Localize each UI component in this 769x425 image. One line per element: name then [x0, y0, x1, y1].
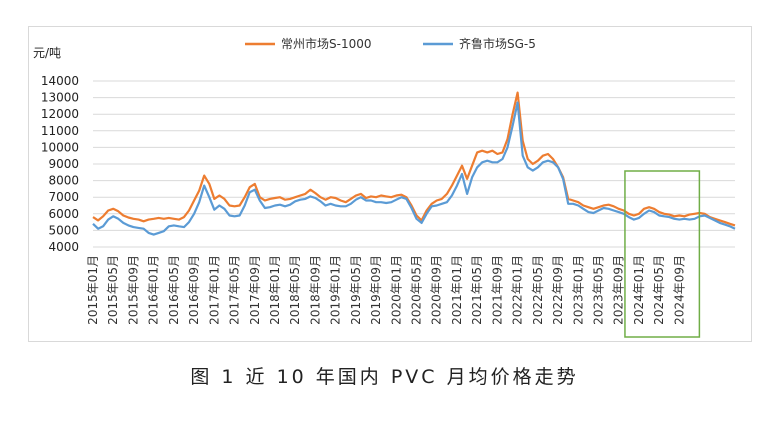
x-tick-label: 2018年05月 — [288, 255, 302, 325]
x-tick-label: 2016年01月 — [147, 255, 161, 325]
x-tick-label: 2015年09月 — [126, 255, 140, 325]
y-axis-ticks: 4000 5000 6000 7000 8000 9000 10000 11000 12000 1… — [41, 74, 79, 254]
x-tick-label: 2019年01月 — [329, 255, 343, 325]
y-tick-label: 10000 — [41, 140, 79, 154]
x-tick-label: 2021年05月 — [470, 255, 484, 325]
gridlines — [93, 80, 735, 248]
y-tick-label: 4000 — [48, 240, 79, 254]
x-tick-label: 2020年05月 — [410, 255, 424, 325]
x-tick-label: 2022年09月 — [551, 255, 565, 325]
x-tick-label: 2022年01月 — [511, 255, 525, 325]
legend-label: 常州市场S-1000 — [281, 36, 372, 51]
x-tick-label: 2019年09月 — [369, 255, 383, 325]
y-tick-label: 7000 — [48, 190, 79, 204]
chart-frame: 4000 5000 6000 7000 8000 9000 10000 11000 12000 1… — [28, 26, 752, 342]
x-axis-ticks: 2015年01月 2015年05月 2015年09月 2016年01月 2016年05月… — [86, 255, 686, 325]
x-tick-label: 2017年01月 — [207, 255, 221, 325]
y-tick-label: 12000 — [41, 107, 79, 121]
series-line-1 — [92, 91, 736, 227]
x-tick-label: 2016年09月 — [187, 255, 201, 325]
y-axis-label: 元/吨 — [33, 46, 61, 60]
legend: 常州市场S-1000 齐鲁市场SG-5 — [245, 36, 536, 51]
x-tick-label: 2018年09月 — [308, 255, 322, 325]
x-tick-label: 2017年09月 — [248, 255, 262, 325]
y-tick-label: 13000 — [41, 91, 79, 105]
y-tick-label: 8000 — [48, 174, 79, 188]
y-tick-label: 14000 — [41, 74, 79, 88]
x-tick-label: 2015年01月 — [86, 255, 100, 325]
x-tick-label: 2016年05月 — [167, 255, 181, 325]
y-tick-label: 5000 — [48, 223, 79, 237]
x-tick-label: 2021年09月 — [490, 255, 504, 325]
y-tick-label: 11000 — [41, 124, 79, 138]
x-tick-label: 2024年05月 — [652, 255, 666, 325]
x-tick-label: 2024年09月 — [672, 255, 686, 325]
line-chart: 4000 5000 6000 7000 8000 9000 10000 11000 12000 1… — [33, 36, 736, 338]
x-tick-label: 2019年05月 — [349, 255, 363, 325]
x-tick-label: 2021年01月 — [450, 255, 464, 325]
x-tick-label: 2022年05月 — [531, 255, 545, 325]
x-tick-label: 2023年01月 — [571, 255, 585, 325]
y-tick-label: 6000 — [48, 207, 79, 221]
x-tick-label: 2017年05月 — [228, 255, 242, 325]
figure-caption: 图 1 近 10 年国内 PVC 月均价格走势 — [190, 366, 579, 388]
x-tick-label: 2024年01月 — [632, 255, 646, 325]
series-line-2 — [92, 101, 736, 236]
x-tick-label: 2015年05月 — [106, 255, 120, 325]
x-tick-label: 2023年09月 — [612, 255, 626, 325]
x-tick-label: 2020年01月 — [389, 255, 403, 325]
highlight-box-2024 — [624, 170, 701, 338]
x-tick-label: 2018年01月 — [268, 255, 282, 325]
series-lines — [92, 91, 736, 236]
y-tick-label: 9000 — [48, 157, 79, 171]
legend-label: 齐鲁市场SG-5 — [459, 36, 536, 51]
x-tick-label: 2020年09月 — [430, 255, 444, 325]
x-tick-label: 2023年05月 — [592, 255, 606, 325]
